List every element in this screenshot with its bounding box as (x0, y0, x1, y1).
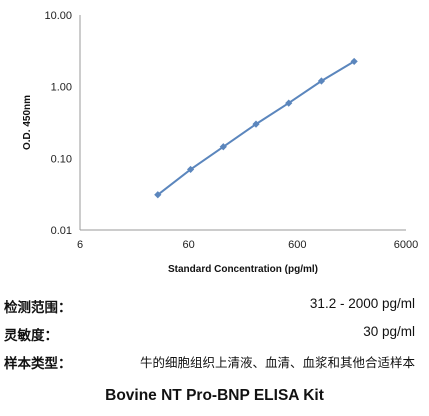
data-point-marker (317, 77, 326, 85)
x-tick-label: 6 (77, 239, 83, 251)
chart-axes (79, 15, 406, 231)
chart-ticks: 0.01 0.10 1.00 10.00 6 60 600 6000 (44, 10, 418, 251)
spec-value: 牛的细胞组织上清液、血清、血浆和其他合适样本 (139, 355, 415, 370)
series-markers (154, 57, 358, 199)
series-line (157, 60, 355, 196)
spec-value: 31.2 - 2000 pg/ml (309, 296, 415, 311)
data-point-marker (285, 99, 293, 107)
x-tick-label: 6000 (394, 239, 418, 251)
spec-key: 灵敏度： (4, 328, 58, 344)
data-point-marker (154, 191, 162, 199)
y-axis-title: O.D. 450nm (22, 95, 33, 150)
spec-key: 检测范围： (4, 300, 72, 316)
x-tick-label: 60 (183, 239, 195, 251)
spec-detection-range: 检测范围： 31.2 - 2000 pg/ml (4, 296, 423, 316)
y-tick-label: 0.10 (51, 153, 72, 165)
y-tick-label: 0.01 (51, 225, 72, 237)
spec-sensitivity: 灵敏度： 30 pg/ml (4, 324, 423, 344)
spec-value: 30 pg/ml (363, 324, 415, 339)
data-point-marker (186, 165, 195, 174)
data-point-marker (350, 57, 358, 66)
spec-key: 样本类型： (4, 356, 72, 372)
spec-sample-type: 样本类型： 牛的细胞组织上清液、血清、血浆和其他合适样本 (4, 352, 423, 372)
data-point-marker (219, 143, 227, 151)
standard-curve-chart: 0.01 0.10 1.00 10.00 6 60 600 6000 Standard Con… (22, 10, 418, 275)
kit-title: Bovine NT Pro-BNP ELISA Kit (105, 387, 324, 404)
x-axis-title: Standard Concentration (pg/ml) (168, 264, 318, 275)
x-tick-label: 600 (288, 239, 306, 251)
data-point-marker (252, 120, 260, 128)
y-tick-label: 1.00 (51, 82, 72, 94)
y-tick-label: 10.00 (44, 10, 72, 22)
